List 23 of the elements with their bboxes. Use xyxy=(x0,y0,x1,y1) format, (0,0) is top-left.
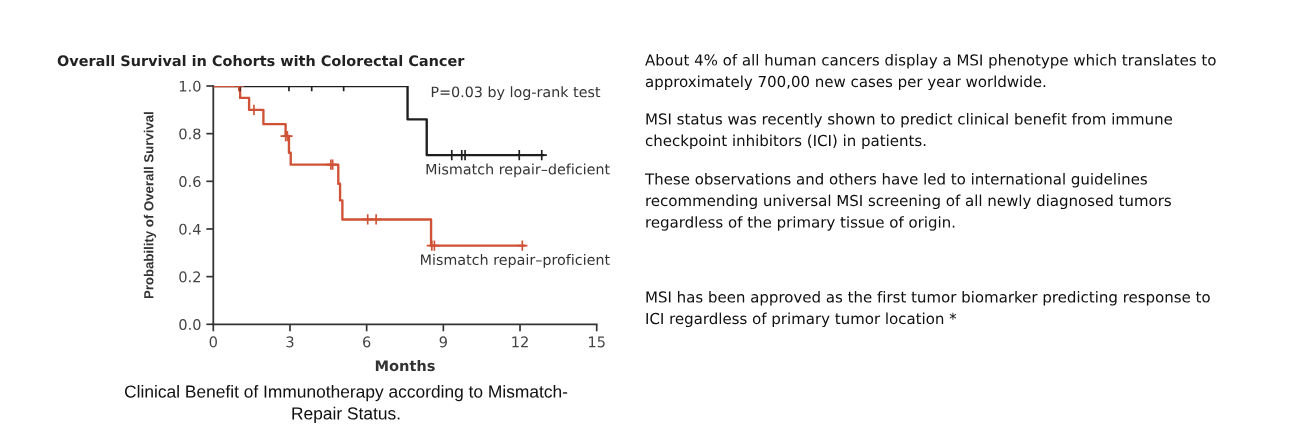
y-tick-label: 0.8 xyxy=(179,128,201,140)
annotation: P=0.03 by log-rank test xyxy=(431,86,601,101)
y-tick-label: 1.0 xyxy=(179,80,201,92)
text: About 4% of all human cancers display a MSI phenotype which translates to approximately 700,00 new cases per year worldwide. xyxy=(645,54,1216,91)
x-tick-label: 15 xyxy=(589,336,605,348)
x-tick-label: 0 xyxy=(209,336,217,348)
x-tick-label: 6 xyxy=(363,336,371,348)
x-tick-label: 12 xyxy=(512,336,528,348)
text: These observations and others have led to international guidelines recommending universal MSI screening of all newly diagnosed tumors regardless of the primary tissue of origin. xyxy=(644,173,1171,231)
y-axis-title: Probability of Overall Survival xyxy=(143,112,157,299)
text: MSI has been approved as the first tumor biomarker predicting response to ICI regardless of primary tumor location * xyxy=(646,291,1210,328)
text: Clinical Benefit of Immunotherapy according to Mismatch- Repair Status. xyxy=(124,384,568,424)
text: MSI status was recently shown to predict clinical benefit from immune checkpoint inhibitors (ICI) in patients. xyxy=(645,113,1173,150)
y-tick-label: 0.6 xyxy=(179,176,201,188)
y-tick-label: 0.4 xyxy=(179,223,201,235)
x-tick-label: 9 xyxy=(439,336,447,348)
y-tick-label: 0.2 xyxy=(179,271,201,283)
y-tick-label: 0.0 xyxy=(179,319,201,331)
x-axis-title: Months xyxy=(375,359,435,372)
series-label: Mismatch repair–deficient xyxy=(426,163,610,178)
chart-title: Overall Survival in Cohorts with Colorectal Cancer xyxy=(57,55,465,67)
series-label: Mismatch repair–proficient xyxy=(421,253,610,268)
x-tick-label: 3 xyxy=(286,336,294,348)
